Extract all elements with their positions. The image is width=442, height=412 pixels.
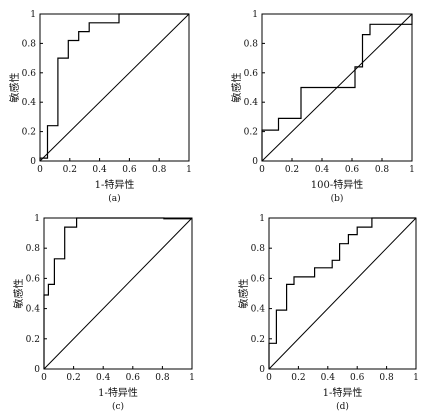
x-tick-label: 0 — [259, 165, 265, 175]
y-axis-label: 敏感性 — [8, 73, 21, 103]
roc-curve — [268, 217, 416, 369]
y-tick-label: 1 — [34, 214, 40, 224]
x-tick-label: 0.4 — [92, 165, 107, 175]
x-tick-label: 0.2 — [66, 373, 80, 383]
y-tick-label: 1 — [30, 10, 36, 20]
panel-label: (b) — [331, 193, 344, 204]
y-tick-label: 0.2 — [26, 335, 40, 345]
y-tick-label: 1 — [259, 214, 265, 224]
y-axis-label: 敏感性 — [237, 279, 250, 309]
x-tick-label: 0.2 — [291, 373, 305, 383]
y-tick-label: 0.8 — [251, 244, 266, 254]
y-tick-label: 0 — [30, 157, 36, 167]
x-tick-label: 0.6 — [350, 373, 365, 383]
panel-label: (c) — [112, 401, 124, 412]
y-tick-label: 0.6 — [244, 69, 259, 79]
y-tick-label: 0.4 — [244, 98, 259, 108]
plot-frame — [268, 217, 417, 370]
roc-curve — [261, 14, 413, 161]
x-tick-label: 0 — [41, 373, 47, 383]
x-axis-label: 100-特异性 — [311, 178, 363, 191]
y-tick-label: 0.4 — [251, 305, 266, 315]
plot-frame — [39, 13, 190, 162]
x-axis-label: 1-特异性 — [95, 178, 135, 191]
y-tick-label: 0.6 — [251, 274, 266, 284]
y-tick-label: 0.2 — [251, 335, 265, 345]
reference-diagonal — [39, 13, 190, 162]
y-axis-label: 敏感性 — [12, 279, 25, 309]
y-tick-label: 0.6 — [22, 69, 37, 79]
y-tick-label: 0 — [259, 365, 265, 375]
x-tick-label: 0 — [37, 165, 43, 175]
x-tick-label: 0.2 — [285, 165, 299, 175]
plot-frame — [261, 13, 413, 162]
panel-label: (d) — [336, 401, 349, 412]
chart-panel-d: 0 0.2 0.4 0.6 0.8 1 0 0.2 0.4 0.6 0.8 1 1-特异性 敏感性 (d) — [237, 214, 419, 412]
x-tick-label: 0.8 — [152, 165, 167, 175]
x-tick-label: 0.2 — [63, 165, 77, 175]
y-tick-label: 0 — [34, 365, 40, 375]
x-tick-label: 0.8 — [379, 373, 394, 383]
x-tick-label: 0.8 — [155, 373, 170, 383]
y-axis-label: 敏感性 — [230, 73, 243, 103]
y-tick-label: 0.4 — [22, 98, 37, 108]
x-axis-label: 1-特异性 — [323, 386, 363, 399]
x-tick-label: 0.4 — [315, 165, 330, 175]
x-tick-label: 1 — [189, 373, 195, 383]
roc-curve — [39, 13, 189, 161]
reference-diagonal — [268, 217, 417, 370]
x-tick-label: 0 — [266, 373, 272, 383]
x-tick-label: 1 — [413, 373, 419, 383]
x-tick-label: 0.4 — [321, 373, 336, 383]
x-tick-label: 0.6 — [345, 165, 360, 175]
x-tick-label: 0.4 — [96, 373, 111, 383]
y-tick-label: 0 — [252, 157, 258, 167]
chart-panel-a: 0 0.2 0.4 0.6 0.8 1 0 0.2 0.4 0.6 0.8 1 1-特异性 敏感性 (a) — [8, 10, 192, 204]
chart-panel-b: 0 0.2 0.4 0.6 0.8 1 0 0.2 0.4 0.6 0.8 1 100-特异性 敏感性 (b… — [230, 10, 415, 204]
panel-label: (a) — [108, 193, 120, 204]
x-tick-label: 0.8 — [375, 165, 390, 175]
roc-curve — [43, 217, 192, 369]
reference-diagonal — [43, 217, 193, 370]
y-tick-label: 0.2 — [22, 128, 36, 138]
x-axis-label: 1-特异性 — [98, 386, 138, 399]
x-tick-label: 0.6 — [122, 165, 137, 175]
x-tick-label: 1 — [409, 165, 415, 175]
y-tick-label: 0.8 — [26, 244, 41, 254]
x-tick-label: 1 — [186, 165, 192, 175]
y-tick-label: 0.8 — [244, 39, 259, 49]
y-tick-label: 0.8 — [22, 39, 37, 49]
y-tick-label: 0.6 — [26, 274, 41, 284]
y-tick-label: 1 — [252, 10, 258, 20]
y-tick-label: 0.2 — [244, 128, 258, 138]
x-tick-label: 0.6 — [126, 373, 141, 383]
y-tick-label: 0.4 — [26, 305, 41, 315]
reference-diagonal — [261, 13, 413, 162]
chart-panel-c: 0 0.2 0.4 0.6 0.8 1 0 0.2 0.4 0.6 0.8 1 1-特异性 敏感性 (c) — [12, 214, 195, 412]
